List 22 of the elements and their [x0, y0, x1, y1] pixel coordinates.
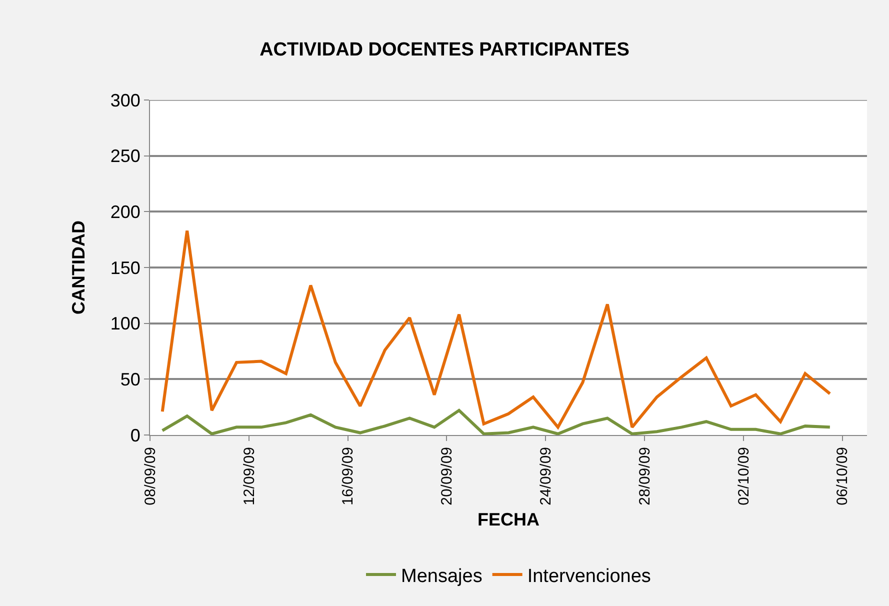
x-tick-label: 06/10/09: [834, 447, 852, 506]
x-tick-label: 16/09/09: [340, 447, 357, 506]
x-tick-label: 20/09/09: [438, 447, 456, 506]
y-tick-label: 250: [110, 146, 140, 166]
x-tick-label: 24/09/09: [537, 447, 554, 506]
legend-label: Intervenciones: [527, 566, 651, 587]
y-tick-label: 200: [110, 202, 140, 222]
y-tick-label: 100: [110, 314, 140, 334]
y-tick-label: 0: [130, 425, 140, 446]
chart-title: ACTIVIDAD DOCENTES PARTICIPANTES: [260, 40, 630, 61]
y-axis-title: CANTIDAD: [68, 220, 89, 314]
y-tick-label: 150: [110, 258, 140, 278]
legend-label: Mensajes: [401, 566, 482, 587]
x-tick-label: 28/09/09: [636, 447, 654, 506]
y-tick-label: 50: [120, 369, 140, 390]
line-series: [160, 229, 832, 429]
x-tick-label: 02/10/09: [735, 447, 752, 506]
y-tick-label: 300: [110, 90, 140, 110]
x-tick-label: 08/09/09: [142, 447, 159, 506]
x-axis-title: FECHA: [478, 509, 540, 530]
x-tick-label: 12/09/09: [240, 447, 258, 506]
line-series: [160, 408, 832, 435]
